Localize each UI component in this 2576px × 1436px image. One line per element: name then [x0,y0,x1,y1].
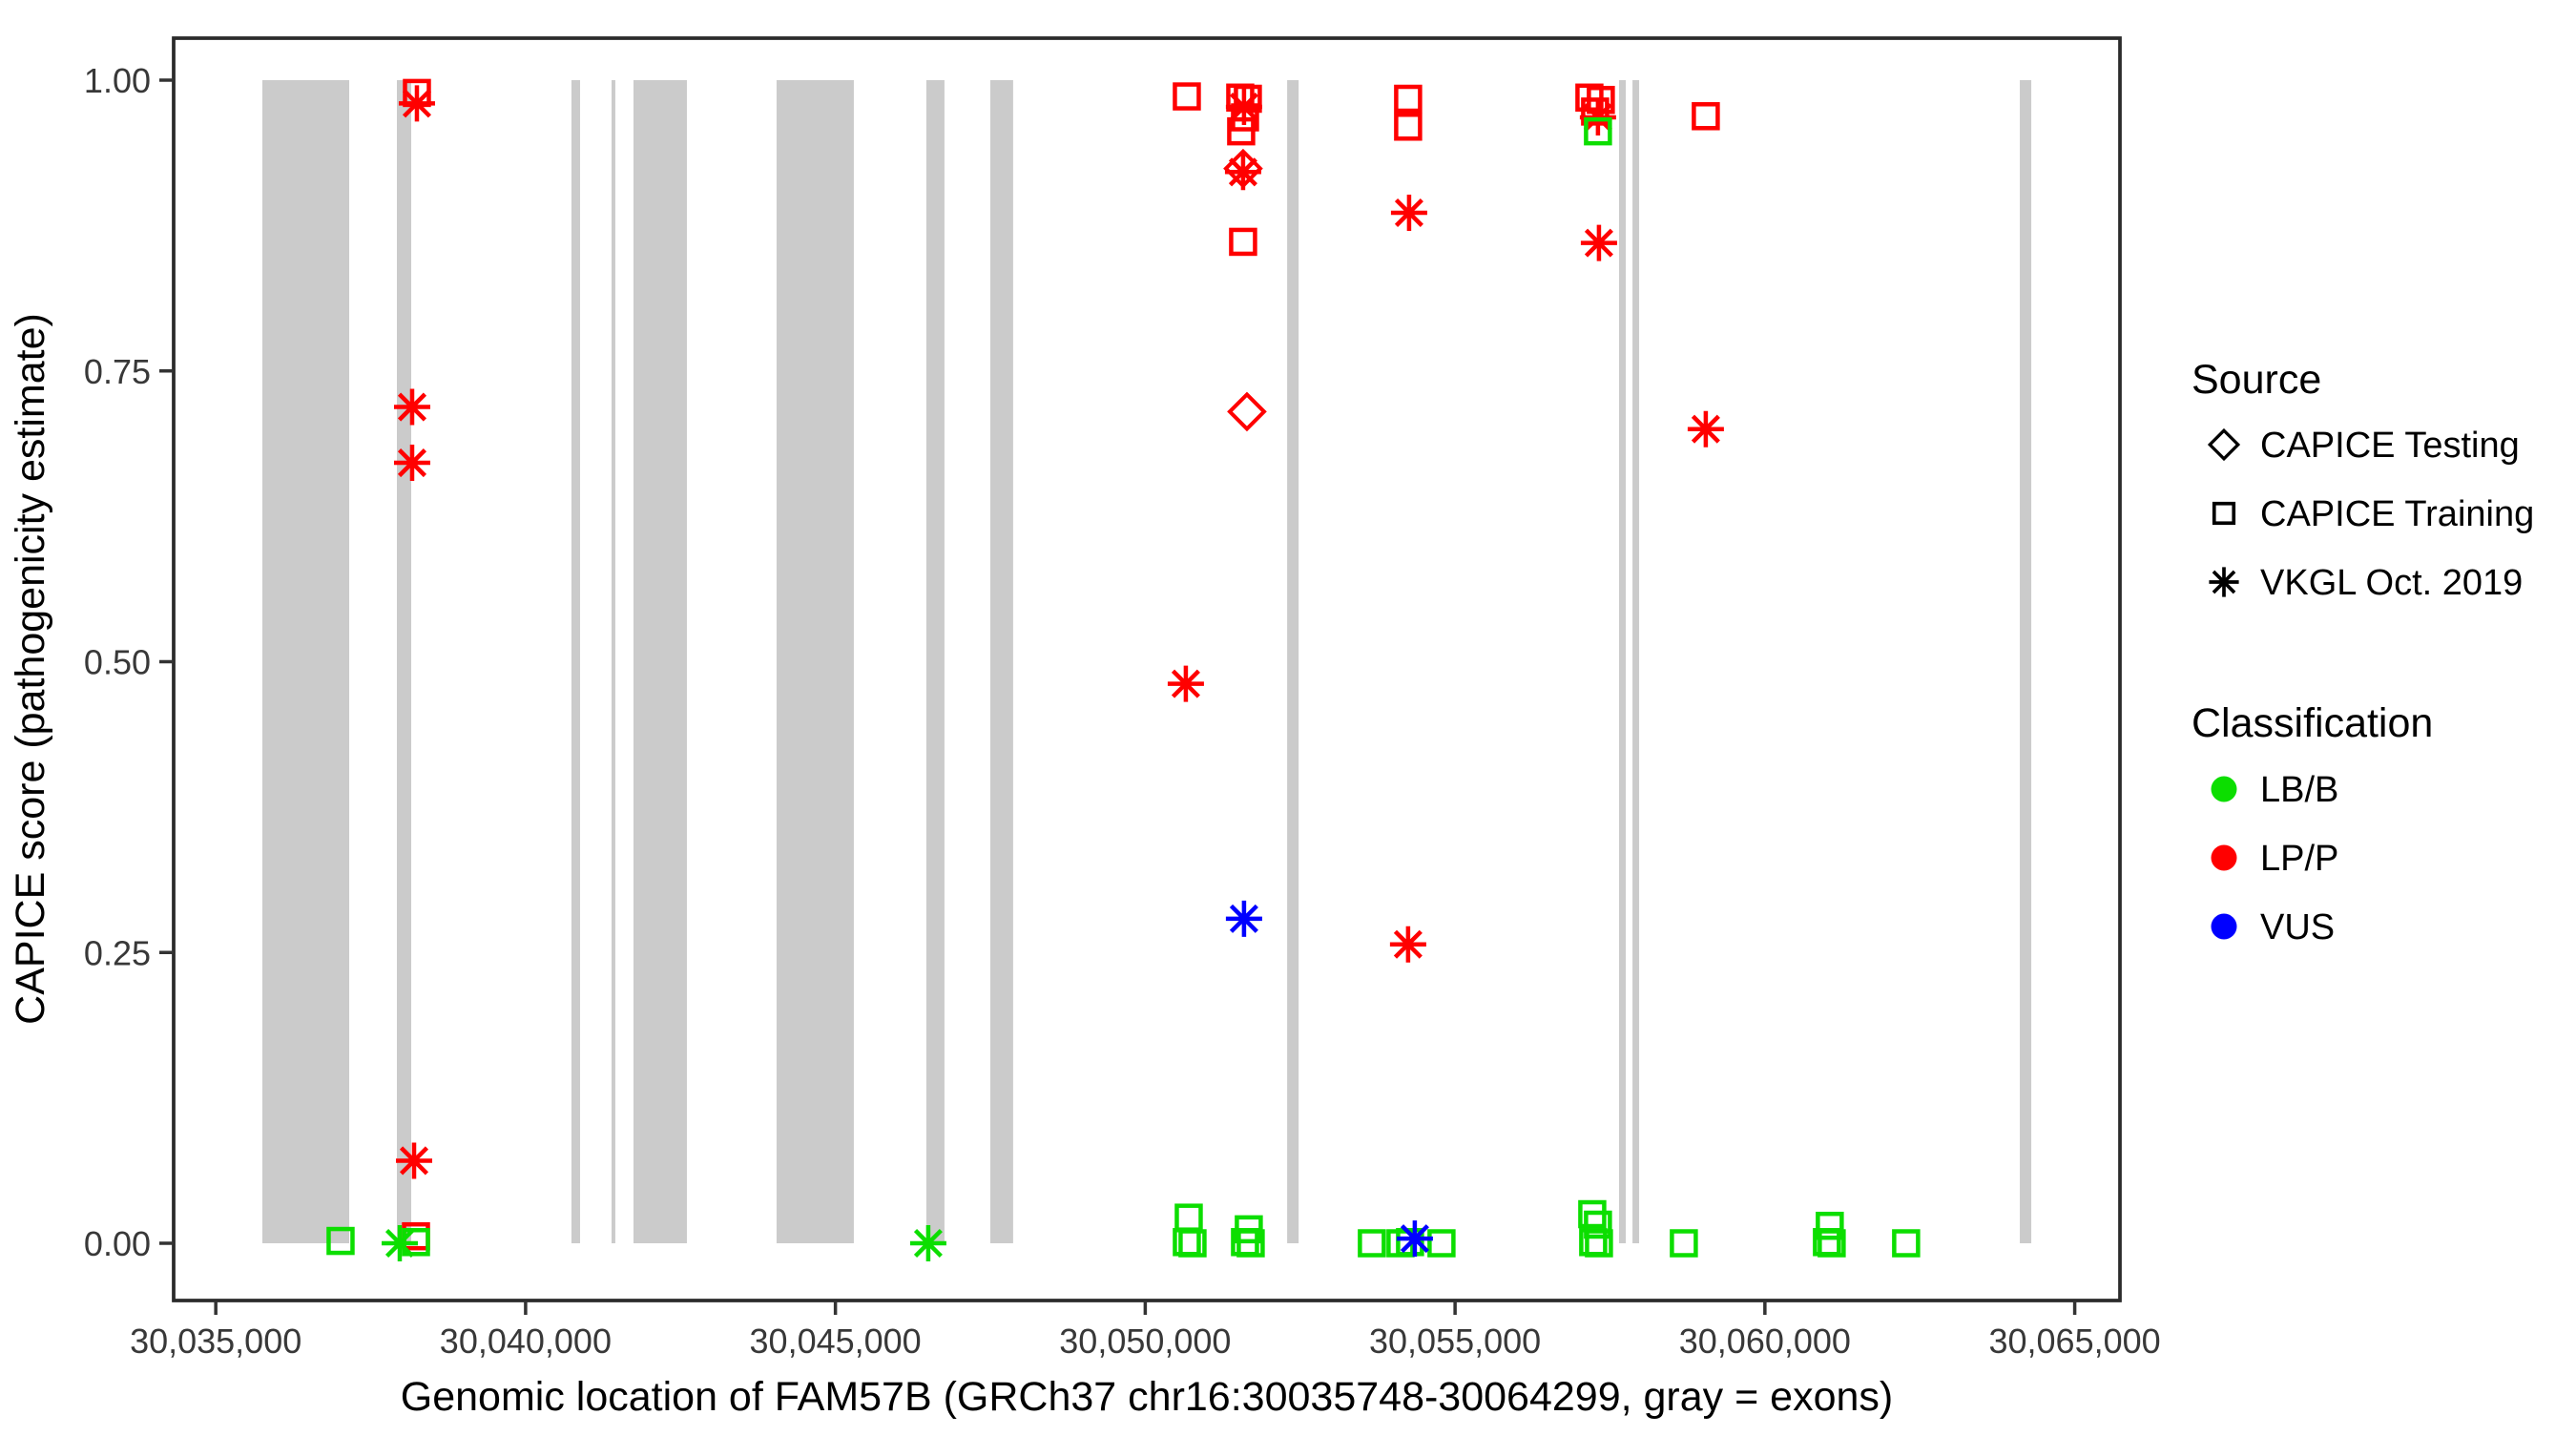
point-asterisk [1396,1220,1433,1258]
point-asterisk [909,1225,946,1261]
exon-bar [776,80,854,1243]
point-square [402,1228,430,1257]
x-tick-label: 30,055,000 [1369,1322,1541,1361]
data-points [326,78,1921,1261]
exon-bar [2020,80,2032,1243]
point-square [1892,1229,1921,1258]
point-square [1816,1211,1844,1240]
exon-bar [611,80,615,1243]
point-square [1394,84,1423,114]
legend-classification-title: Classification [2192,700,2433,746]
point-square [1584,1210,1612,1239]
point-square [1394,113,1423,141]
legend-source: CAPICE Testing CAPICE Training VKGL Oct. 2… [2207,426,2534,603]
legend-source-label: CAPICE Testing [2260,426,2520,466]
point-square [1818,1229,1846,1258]
y-tick-label: 1.00 [84,61,151,100]
point-diamond [2207,427,2241,462]
x-tick-label: 30,060,000 [1679,1322,1851,1361]
y-axis-title: CAPICE score (pathogenicity estimate) [8,313,53,1025]
point-asterisk [1390,194,1427,231]
y-tick-label: 0.00 [84,1224,151,1263]
point-square [1396,1228,1424,1257]
point-square [1427,1229,1456,1258]
exon-bar [633,80,687,1243]
point-square [326,1226,355,1256]
point-square [1229,227,1257,257]
plot-panel [172,36,2122,1302]
legend-classification-label: LB/B [2260,770,2338,810]
exon-bar [1619,80,1627,1243]
point-square [1584,116,1612,146]
point-asterisk [2209,567,2239,597]
x-tick-label: 30,040,000 [440,1322,612,1361]
point-square [1585,1229,1613,1258]
legend-color-dot [2211,913,2237,940]
exon-bar [925,80,945,1243]
point-asterisk [398,85,435,122]
legend-classification-label: VUS [2260,907,2335,947]
exon-bars [262,80,2032,1243]
x-axis-title: Genomic location of FAM57B (GRCh37 chr16… [401,1374,1893,1420]
y-axis: 0.00 0.25 0.50 0.75 1.00 [84,61,174,1263]
legend-source-title: Source [2192,357,2321,403]
point-asterisk [1225,900,1262,937]
exon-bar [571,80,580,1243]
point-square [1581,97,1610,126]
point-asterisk [393,388,430,426]
point-asterisk [1580,224,1617,261]
exon-bar [1632,80,1640,1243]
legend-color-dot [2211,844,2237,871]
point-asterisk [1389,926,1426,963]
x-axis: 30,035,000 30,040,000 30,045,000 30,050,000… [130,1301,2161,1361]
exon-bar [1287,80,1299,1243]
legend-classification-label: LP/P [2260,839,2338,879]
point-square [1178,1229,1207,1258]
exon-bar [397,80,412,1243]
y-tick-label: 0.25 [84,933,151,972]
y-tick-label: 0.50 [84,643,151,682]
legend-source-label: VKGL Oct. 2019 [2260,563,2523,603]
point-square [1358,1229,1386,1258]
point-square [1692,102,1720,131]
x-tick-label: 30,045,000 [750,1322,922,1361]
point-square [1173,82,1201,111]
point-square [1670,1229,1698,1258]
legend-source-label: CAPICE Training [2260,494,2534,534]
point-asterisk [395,1142,432,1179]
exon-bar [989,80,1013,1243]
point-asterisk [393,445,430,482]
legend-color-dot [2211,776,2237,802]
exon-bar [262,80,349,1243]
point-square [2212,501,2236,526]
point-asterisk [1687,410,1724,447]
x-tick-label: 30,050,000 [1059,1322,1231,1361]
point-diamond [1227,391,1267,432]
legend-classification: LB/B LP/P VUS [2211,770,2338,947]
y-tick-label: 0.75 [84,352,151,391]
point-asterisk [1224,154,1261,191]
point-asterisk [1167,665,1204,702]
x-tick-label: 30,065,000 [1988,1322,2160,1361]
point-square [1227,116,1256,146]
point-square [1236,1229,1265,1258]
x-tick-label: 30,035,000 [130,1322,301,1361]
point-asterisk [381,1225,418,1261]
